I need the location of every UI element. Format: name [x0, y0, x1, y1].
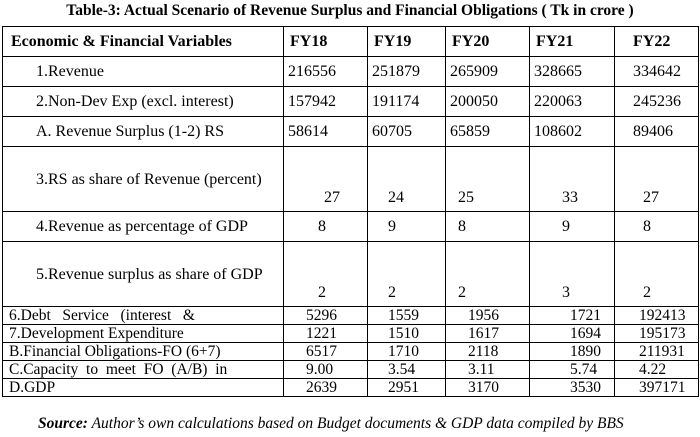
- header-year: FY20: [445, 26, 530, 57]
- cell-value: 3170: [445, 378, 530, 397]
- cell-value: 58614: [283, 116, 368, 147]
- cell-value: 216556: [283, 56, 368, 87]
- cell-value: 191174: [367, 86, 446, 117]
- cell-value: 2: [614, 241, 699, 307]
- cell-value: 24: [367, 146, 446, 212]
- cell-value: 1617: [445, 324, 530, 343]
- cell-value: 195173: [614, 324, 699, 343]
- cell-value: 2: [445, 241, 530, 307]
- cell-value: 108602: [529, 116, 615, 147]
- header-variables: Economic & Financial Variables: [2, 26, 284, 57]
- row-label: 5.Revenue surplus as share of GDP: [2, 241, 284, 307]
- cell-value: 5.74: [529, 360, 615, 379]
- row-label: 2.Non-Dev Exp (excl. interest): [2, 86, 284, 117]
- row-label: D.GDP: [2, 378, 284, 397]
- row-label: 3.RS as share of Revenue (percent): [2, 146, 284, 212]
- table-row: 6.Debt Service (interest & 5296 1559 195…: [2, 306, 699, 325]
- table-row: D.GDP 2639 2951 3170 3530 397171: [2, 378, 699, 397]
- header-year: FY19: [367, 26, 446, 57]
- table-row: B.Financial Obligations-FO (6+7) 6517 17…: [2, 342, 699, 361]
- table-row: 5.Revenue surplus as share of GDP 2 2 2 …: [2, 241, 699, 307]
- cell-value: 1956: [445, 306, 530, 325]
- header-year: FY18: [283, 26, 368, 57]
- cell-value: 27: [283, 146, 368, 212]
- cell-value: 9.00: [283, 360, 368, 379]
- row-label: 1.Revenue: [2, 56, 284, 87]
- cell-value: 89406: [614, 116, 699, 147]
- header-row: Economic & Financial Variables FY18 FY19…: [2, 26, 699, 57]
- table-row: 2.Non-Dev Exp (excl. interest) 157942 19…: [2, 86, 699, 117]
- cell-value: 2639: [283, 378, 368, 397]
- row-label: 7.Development Expenditure: [2, 324, 284, 343]
- cell-value: 2951: [367, 378, 446, 397]
- cell-value: 220063: [529, 86, 615, 117]
- cell-value: 1721: [529, 306, 615, 325]
- cell-value: 397171: [614, 378, 699, 397]
- cell-value: 9: [529, 211, 615, 242]
- table-row: C.Capacity to meet FO (A/B) in 9.00 3.54…: [2, 360, 699, 379]
- row-label: 6.Debt Service (interest &: [2, 306, 284, 325]
- cell-value: 6517: [283, 342, 368, 361]
- cell-value: 33: [529, 146, 615, 212]
- cell-value: 3.11: [445, 360, 530, 379]
- table-row: A. Revenue Surplus (1-2) RS 58614 60705 …: [2, 116, 699, 147]
- cell-value: 192413: [614, 306, 699, 325]
- source-text: Author’s own calculations based on Budge…: [91, 415, 624, 432]
- cell-value: 3.54: [367, 360, 446, 379]
- header-year: FY22: [614, 26, 699, 57]
- cell-value: 4.22: [614, 360, 699, 379]
- cell-value: 1694: [529, 324, 615, 343]
- cell-value: 60705: [367, 116, 446, 147]
- cell-value: 25: [445, 146, 530, 212]
- cell-value: 265909: [445, 56, 530, 87]
- cell-value: 2: [283, 241, 368, 307]
- cell-value: 334642: [614, 56, 699, 87]
- cell-value: 65859: [445, 116, 530, 147]
- table-row: 1.Revenue 216556 251879 265909 328665 33…: [2, 56, 699, 87]
- cell-value: 1510: [367, 324, 446, 343]
- header-year: FY21: [529, 26, 615, 57]
- cell-value: 27: [614, 146, 699, 212]
- row-label: B.Financial Obligations-FO (6+7): [2, 342, 284, 361]
- cell-value: 8: [445, 211, 530, 242]
- cell-value: 2: [367, 241, 446, 307]
- row-label: 4.Revenue as percentage of GDP: [2, 211, 284, 242]
- cell-value: 251879: [367, 56, 446, 87]
- cell-value: 157942: [283, 86, 368, 117]
- cell-value: 3: [529, 241, 615, 307]
- source-note: Source: Author’s own calculations based …: [38, 415, 624, 433]
- data-table: Economic & Financial Variables FY18 FY19…: [2, 26, 699, 397]
- cell-value: 245236: [614, 86, 699, 117]
- cell-value: 9: [367, 211, 446, 242]
- table-row: 4.Revenue as percentage of GDP 8 9 8 9 8: [2, 211, 699, 242]
- table-row: 7.Development Expenditure 1221 1510 1617…: [2, 324, 699, 343]
- cell-value: 1710: [367, 342, 446, 361]
- cell-value: 5296: [283, 306, 368, 325]
- row-label: A. Revenue Surplus (1-2) RS: [2, 116, 284, 147]
- row-label: C.Capacity to meet FO (A/B) in: [2, 360, 284, 379]
- cell-value: 1890: [529, 342, 615, 361]
- cell-value: 1559: [367, 306, 446, 325]
- table-title: Table-3: Actual Scenario of Revenue Surp…: [66, 2, 634, 19]
- cell-value: 1221: [283, 324, 368, 343]
- source-label: Source:: [38, 415, 88, 432]
- cell-value: 200050: [445, 86, 530, 117]
- table-row: 3.RS as share of Revenue (percent) 27 24…: [2, 146, 699, 212]
- cell-value: 211931: [614, 342, 699, 361]
- cell-value: 328665: [529, 56, 615, 87]
- cell-value: 2118: [445, 342, 530, 361]
- cell-value: 8: [283, 211, 368, 242]
- cell-value: 3530: [529, 378, 615, 397]
- cell-value: 8: [614, 211, 699, 242]
